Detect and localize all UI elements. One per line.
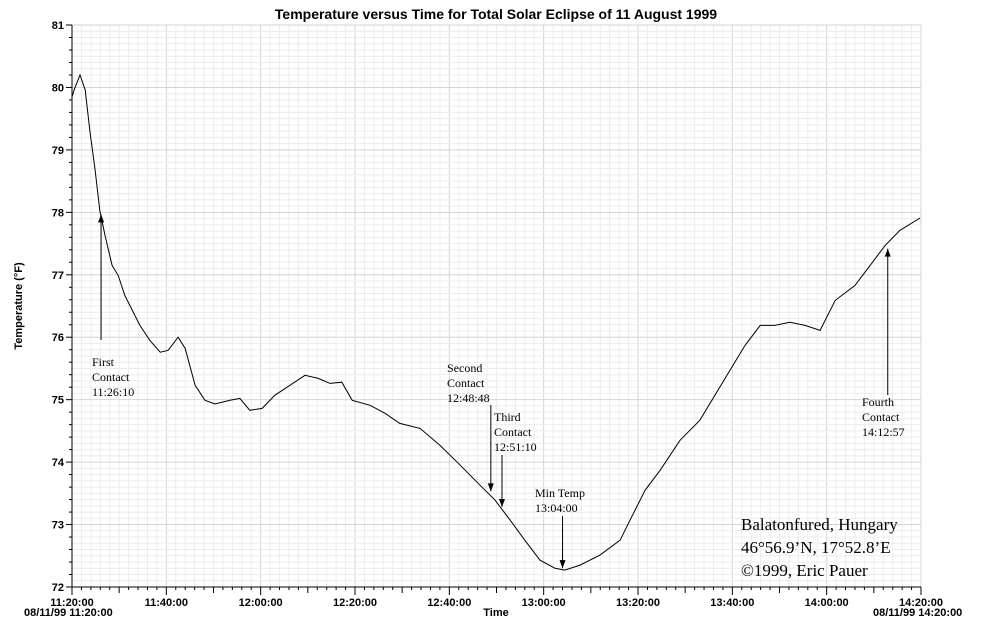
arrow-head-icon xyxy=(499,498,506,507)
y-tick-label: 81 xyxy=(52,20,64,32)
y-tick-label: 78 xyxy=(52,207,64,219)
x-tick-label: 12:40:00 xyxy=(427,597,471,609)
arrow-head-icon xyxy=(559,560,566,569)
annotation-label: Third xyxy=(494,410,521,424)
x-tick-label: 14:20:00 xyxy=(899,597,943,609)
annotation-label: 13:04:00 xyxy=(535,501,578,515)
annotation-label: Second xyxy=(447,361,482,375)
annotation-label: Contact xyxy=(447,376,485,390)
annotation-label: First xyxy=(92,355,115,369)
x-tick-label: 11:40:00 xyxy=(145,597,188,609)
arrow-head-icon xyxy=(487,483,494,492)
x-end-label: 08/11/99 14:20:00 xyxy=(873,607,962,619)
y-tick-label: 73 xyxy=(52,520,64,532)
x-tick-label: 13:40:00 xyxy=(710,597,754,609)
y-tick-label: 75 xyxy=(52,395,64,407)
x-tick-label: 12:00:00 xyxy=(239,597,283,609)
x-tick-label: 14:00:00 xyxy=(805,597,849,609)
y-tick-label: 76 xyxy=(52,332,64,344)
x-tick-label: 12:20:00 xyxy=(333,597,377,609)
y-axis-label: Temperature (°F) xyxy=(13,262,25,350)
annotation-label: 12:51:10 xyxy=(494,440,537,454)
annotations: FirstContact11:26:10SecondContact12:48:4… xyxy=(92,214,905,569)
annotation-label: Contact xyxy=(862,410,900,424)
arrow-head-icon xyxy=(98,214,105,223)
y-tick-label: 77 xyxy=(52,270,64,282)
location-line-3: ©1999, Eric Pauer xyxy=(741,561,868,580)
y-tick-label: 79 xyxy=(52,145,64,157)
annotation-label: 12:48:48 xyxy=(447,391,490,405)
x-axis-label: Time xyxy=(483,607,508,619)
temperature-line xyxy=(71,73,921,571)
annotation-label: Contact xyxy=(92,370,130,384)
chart-title: Temperature versus Time for Total Solar … xyxy=(275,6,717,22)
x-tick-label: 13:00:00 xyxy=(522,597,566,609)
annotation-label: Contact xyxy=(494,425,532,439)
y-tick-label: 74 xyxy=(52,457,65,469)
y-tick-label: 80 xyxy=(52,82,64,94)
annotation-label: 11:26:10 xyxy=(92,385,134,399)
location-line-2: 46°56.9’N, 17°52.8’E xyxy=(741,538,891,557)
arrow-head-icon xyxy=(884,248,891,257)
x-start-label: 08/11/99 11:20:00 xyxy=(24,607,113,619)
x-tick-label: 13:20:00 xyxy=(616,597,660,609)
axes: 72 73 74 75 76 77 78 79 80 81 11:20:00 11:40:00 12:0… xyxy=(50,20,943,609)
x-tick-label: 11:20:00 xyxy=(50,597,93,609)
annotation-label: Min Temp xyxy=(535,486,585,500)
y-tick-label: 72 xyxy=(52,582,64,594)
grid xyxy=(71,24,922,588)
annotation-label: Fourth xyxy=(862,395,894,409)
location-line-1: Balatonfured, Hungary xyxy=(741,515,898,534)
annotation-label: 14:12:57 xyxy=(862,425,905,439)
